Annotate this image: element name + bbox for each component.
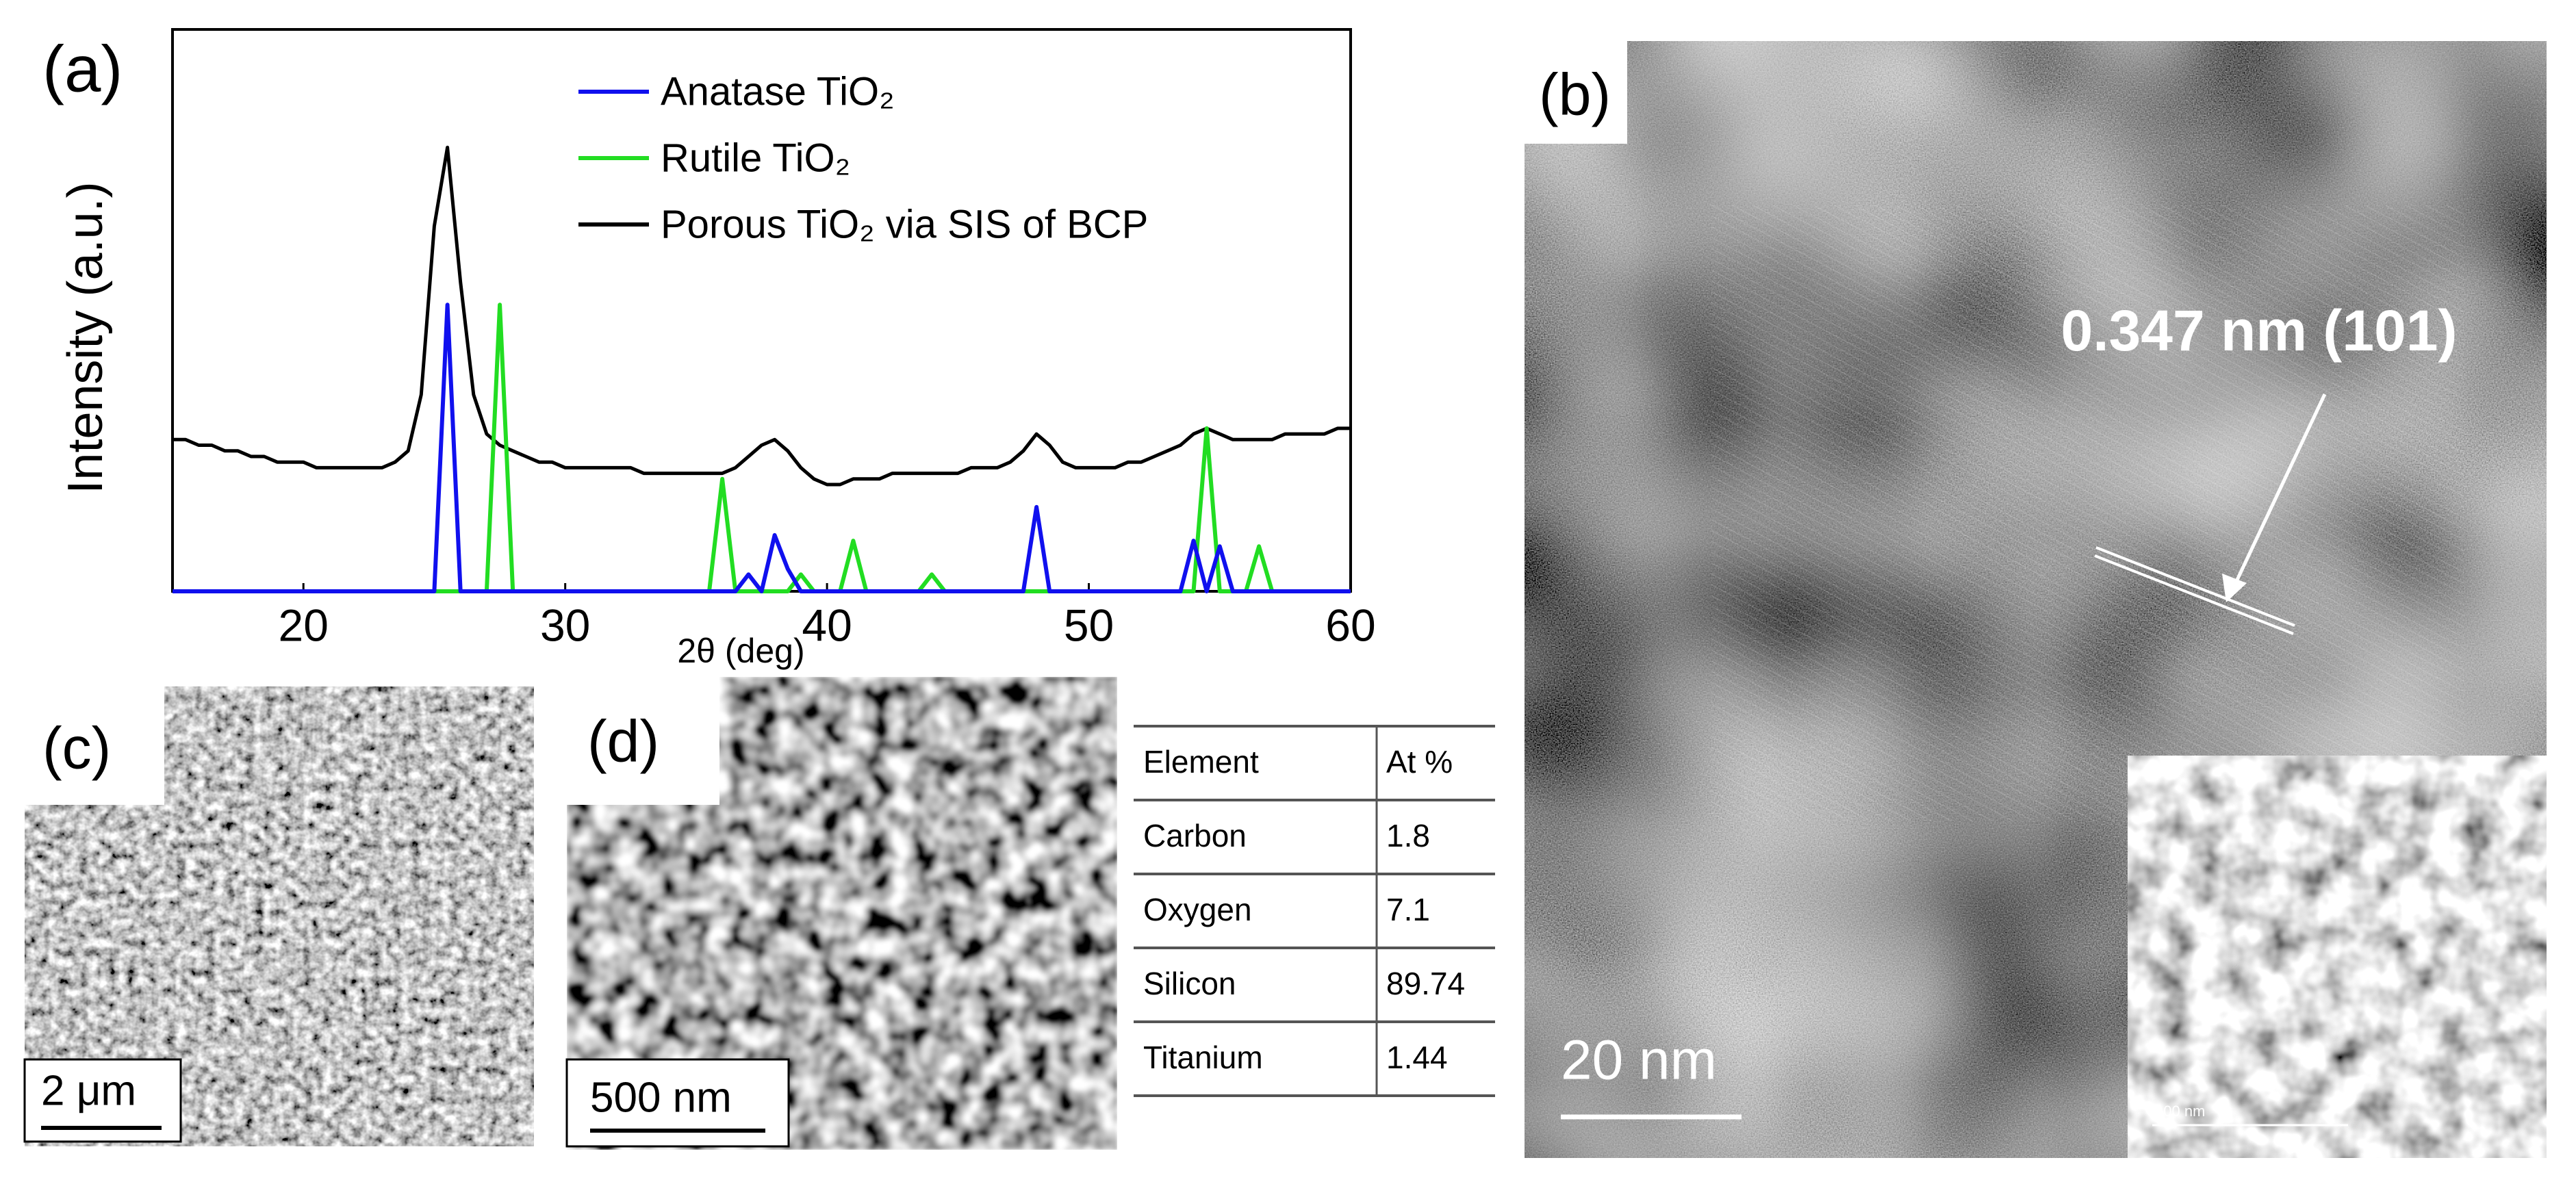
- table-header: At %: [1386, 744, 1453, 780]
- chart: (a) 20 30 40 50 60 2θ (deg) Intensity (a.u.) An…: [42, 28, 1376, 670]
- arrow-head: [2222, 574, 2247, 602]
- table: Element At % Carbon 1.8 Oxygen 7.1 Silicon 89.7…: [1134, 725, 1495, 1097]
- inset-scale-bar-label: 100 nm: [2155, 1103, 2205, 1120]
- series-line: [173, 303, 1351, 593]
- panel-label: (b): [1539, 62, 1611, 128]
- table-header: Element: [1143, 744, 1259, 780]
- table-cell: 1.44: [1386, 1040, 1448, 1075]
- table-cell: Silicon: [1143, 966, 1236, 1001]
- label-box: [25, 686, 164, 805]
- x-axis-label: 2θ (deg): [677, 632, 804, 670]
- x-tick-label: 20: [279, 600, 329, 650]
- inset-image: [2128, 756, 2547, 1158]
- table-cell: 89.74: [1386, 966, 1465, 1001]
- series-line: [173, 145, 1351, 487]
- fringe-marker: [2094, 554, 2294, 635]
- x-tick-label: 30: [540, 600, 590, 650]
- panel-label: (d): [587, 709, 659, 775]
- legend-label: Anatase TiO₂: [661, 69, 895, 114]
- label-box: [567, 677, 719, 805]
- legend-label: Porous TiO₂ via SIS of BCP: [661, 202, 1148, 246]
- fringe-marker: [2095, 546, 2295, 627]
- scale-bar-label: 2 μm: [41, 1067, 136, 1114]
- lattice-fringes: [1711, 205, 2464, 821]
- scale-bar-label: 20 nm: [1561, 1029, 1717, 1092]
- x-tick-label: 50: [1064, 600, 1114, 650]
- arrow: [2231, 393, 2327, 590]
- y-axis-label: Intensity (a.u.): [58, 181, 113, 493]
- table-cell: Oxygen: [1143, 892, 1252, 927]
- annotation: 0.347 nm (101): [2061, 298, 2458, 363]
- table-cell: 1.8: [1386, 818, 1430, 853]
- table-cell: Titanium: [1143, 1040, 1263, 1075]
- panel-label: (c): [42, 716, 111, 782]
- label-box: [1525, 41, 1627, 144]
- panel-label: (a): [42, 32, 123, 105]
- x-tick-label: 40: [802, 600, 852, 650]
- table-cell: 7.1: [1386, 892, 1430, 927]
- legend-label: Rutile TiO₂: [661, 136, 850, 180]
- x-tick-label: 60: [1325, 600, 1375, 650]
- table-cell: Carbon: [1143, 818, 1247, 853]
- scale-bar-label: 500 nm: [590, 1074, 732, 1121]
